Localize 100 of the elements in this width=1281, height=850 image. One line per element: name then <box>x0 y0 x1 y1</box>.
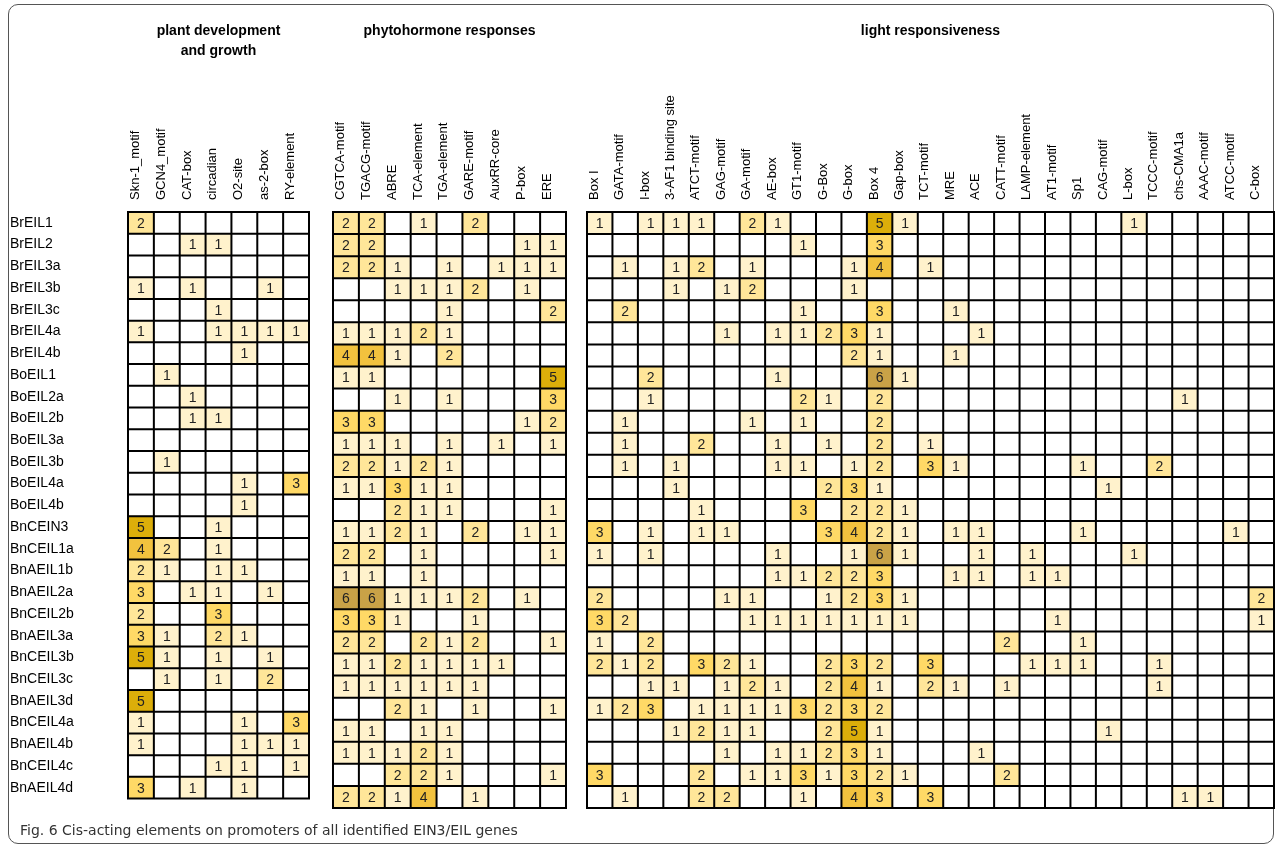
data-label: 2 <box>471 214 480 231</box>
data-label: 1 <box>292 757 301 774</box>
data-label: 3 <box>292 475 301 492</box>
data-label: 1 <box>773 568 782 585</box>
data-label: 1 <box>240 323 249 340</box>
data-label: 1 <box>1257 612 1266 629</box>
data-label: 2 <box>393 766 402 783</box>
x-tick-label: ERE <box>539 172 555 200</box>
data-label: 1 <box>1002 678 1011 695</box>
x-tick-label: CAT-box <box>178 149 194 200</box>
y-tick-label: BrEIL3c <box>10 300 60 317</box>
data-label: 5 <box>137 692 146 709</box>
data-label: 2 <box>824 656 833 673</box>
data-label: 1 <box>952 347 961 364</box>
x-tick-label: AT1-motif <box>1043 144 1059 200</box>
data-label: 2 <box>824 325 833 342</box>
data-label: 2 <box>850 347 859 364</box>
x-tick-label: AuxRR-core <box>487 129 503 200</box>
x-tick-label: L-box <box>1120 166 1136 200</box>
data-label: 2 <box>367 457 376 474</box>
data-label: 1 <box>850 259 859 276</box>
data-label: 3 <box>875 788 884 805</box>
data-label: 4 <box>850 788 859 805</box>
data-label: 1 <box>1028 568 1037 585</box>
data-label: 2 <box>824 722 833 739</box>
data-label: 2 <box>342 236 351 253</box>
data-label: 1 <box>850 612 859 629</box>
data-label: 1 <box>672 457 681 474</box>
data-label: 1 <box>292 323 301 340</box>
data-label: 1 <box>621 656 630 673</box>
y-tick-label: BnCEIL1a <box>10 539 75 556</box>
y-tick-label: BnAEIL4d <box>10 778 74 795</box>
data-label: 2 <box>595 656 604 673</box>
data-label: 2 <box>875 391 884 408</box>
data-label: 1 <box>445 744 454 761</box>
data-label: 1 <box>723 590 732 607</box>
x-tick-label: GT1-motif <box>789 141 805 200</box>
data-label: 2 <box>342 788 351 805</box>
data-label: 1 <box>595 634 604 651</box>
data-label: 4 <box>137 540 146 557</box>
data-label: 1 <box>646 391 655 408</box>
data-label: 1 <box>342 325 351 342</box>
chart-title: plant development and growth <box>155 21 282 60</box>
data-label: 1 <box>214 236 223 253</box>
x-tick-label: ACE <box>967 172 983 200</box>
data-label: 1 <box>672 259 681 276</box>
y-tick-label: BnCEIL3b <box>10 648 75 665</box>
data-label: 2 <box>875 523 884 540</box>
data-label: 1 <box>214 410 223 427</box>
data-label: 3 <box>850 766 859 783</box>
y-tick-label: BrEIL1 <box>10 213 54 230</box>
data-label: 1 <box>549 700 558 717</box>
data-label: 2 <box>393 700 402 717</box>
data-label: 2 <box>342 546 351 563</box>
data-label: 1 <box>875 325 884 342</box>
data-label: 1 <box>773 678 782 695</box>
data-label: 1 <box>1053 568 1062 585</box>
data-label: 2 <box>342 457 351 474</box>
data-label: 3 <box>799 501 808 518</box>
data-label: 3 <box>850 325 859 342</box>
data-label: 2 <box>926 678 935 695</box>
data-label: 5 <box>137 649 146 666</box>
data-label: 2 <box>875 656 884 673</box>
data-label: 1 <box>1231 523 1240 540</box>
x-tick-label: GCN4_motif <box>152 128 168 200</box>
data-label: 1 <box>240 562 249 579</box>
data-label: 3 <box>799 700 808 717</box>
x-tick-label: ATCT-motif <box>687 134 703 200</box>
data-label: 1 <box>445 435 454 452</box>
data-label: 1 <box>419 523 428 540</box>
data-label: 1 <box>266 279 275 296</box>
data-label: 1 <box>419 656 428 673</box>
data-label: 1 <box>723 325 732 342</box>
data-label: 1 <box>342 656 351 673</box>
y-tick-label: BnAEIL3d <box>10 691 74 708</box>
y-tick-label: BoEIL3b <box>10 452 64 469</box>
data-label: 1 <box>367 656 376 673</box>
data-label: 1 <box>824 612 833 629</box>
y-tick-label: BnAEIL4b <box>10 735 74 752</box>
data-label: 2 <box>824 744 833 761</box>
data-label: 1 <box>799 788 808 805</box>
data-label: 1 <box>393 435 402 452</box>
data-label: 1 <box>952 303 961 320</box>
data-label: 1 <box>672 678 681 695</box>
data-label: 1 <box>188 279 197 296</box>
data-label: 2 <box>875 700 884 717</box>
data-label: 3 <box>137 584 146 601</box>
data-label: 2 <box>748 214 757 231</box>
data-label: 1 <box>875 744 884 761</box>
data-label: 1 <box>367 744 376 761</box>
data-label: 5 <box>875 214 884 231</box>
data-label: 1 <box>549 523 558 540</box>
caption: Fig. 6 Cis-acting elements on promoters of all identified EIN3/EIL genes <box>20 822 518 838</box>
data-label: 2 <box>367 546 376 563</box>
data-label: 1 <box>901 501 910 518</box>
data-label: 1 <box>367 568 376 585</box>
data-label: 3 <box>926 457 935 474</box>
x-tick-label: MRE <box>941 170 957 200</box>
data-label: 2 <box>471 281 480 298</box>
data-label: 1 <box>595 700 604 717</box>
